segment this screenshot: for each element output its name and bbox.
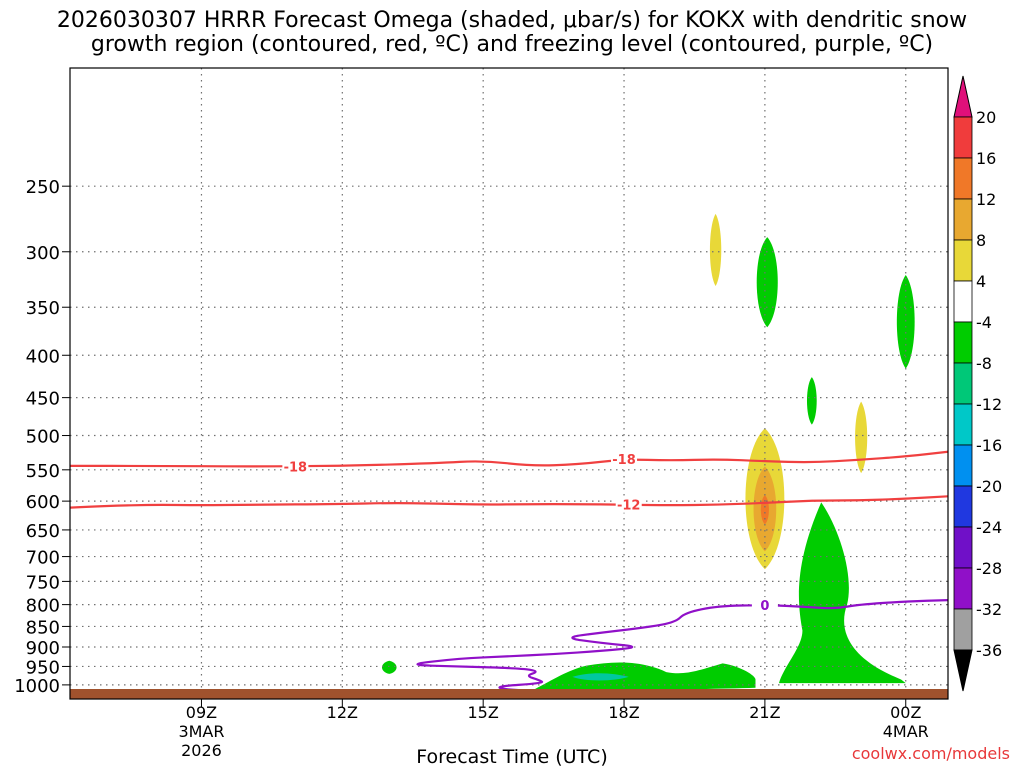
colorbar-label-3: 8 xyxy=(976,231,986,250)
contour-line--18 xyxy=(70,450,948,468)
colorbar-band-8 xyxy=(953,444,973,487)
credit-text[interactable]: coolwx.com/models xyxy=(851,744,1010,763)
contour-lines: -18 -18 -12 0 xyxy=(70,450,948,692)
y-tick-label-600: 600 xyxy=(26,492,60,513)
colorbar-band-9 xyxy=(953,485,973,528)
colorbar-label-0: 20 xyxy=(976,108,996,127)
x-tick-label-12Z: 12Z xyxy=(327,703,358,722)
omega-region-green-low-level xyxy=(534,662,756,690)
omega-region-teal-low-level xyxy=(572,673,629,681)
x-axis-title: Forecast Time (UTC) xyxy=(416,746,608,768)
colorbar-legend: 20 16 12 8 4 -4 -8 -12 -16 -20 -24 -28 -32 -36 xyxy=(953,75,1002,692)
colorbar-label-2: 12 xyxy=(976,190,996,209)
contour-label-bg--18-1 xyxy=(611,451,638,468)
colorbar-label-6: -8 xyxy=(976,354,992,373)
colorbar-band-12 xyxy=(953,608,973,651)
y-tick-label-900: 900 xyxy=(26,638,60,659)
omega-region-green-3 xyxy=(806,377,817,425)
y-tick-label-500: 500 xyxy=(26,427,60,448)
chart-title-line1: 2026030307 HRRR Forecast Omega (shaded, … xyxy=(56,8,968,33)
colorbar-label-5: -4 xyxy=(976,313,992,332)
y-tick-label-750: 750 xyxy=(26,572,60,593)
plot-frame xyxy=(69,67,949,700)
y-tick-label-350: 350 xyxy=(26,298,60,319)
colorbar-band-3 xyxy=(953,239,973,282)
omega-region-green-1 xyxy=(756,237,778,328)
contour-label--12-0: -12 xyxy=(617,499,641,514)
omega-shading xyxy=(381,213,915,690)
y-tick-label-850: 850 xyxy=(26,617,60,638)
ground-band xyxy=(70,689,948,699)
y-tick-label-700: 700 xyxy=(26,548,60,569)
x-tick-sublabel-3MAR: 3MAR xyxy=(178,722,224,741)
y-tick-label-400: 400 xyxy=(26,346,60,367)
omega-region-yellow-4 xyxy=(855,401,868,474)
y-axis-pressure-labels: 2503003504004505005506006507007508008509… xyxy=(14,177,70,697)
x-tick-label-15Z: 15Z xyxy=(468,703,499,722)
omega-region-green-2 xyxy=(896,274,915,369)
contour-label--18-1: -18 xyxy=(612,453,636,468)
y-tick-label-300: 300 xyxy=(26,243,60,264)
x-tick-label-21Z: 21Z xyxy=(749,703,780,722)
colorbar-band-1 xyxy=(953,157,973,200)
ground-surface xyxy=(70,689,948,699)
colorbar-band-5 xyxy=(953,321,973,364)
y-tick-label-650: 650 xyxy=(26,521,60,542)
x-tick-label-18Z: 18Z xyxy=(608,703,639,722)
colorbar-band-0 xyxy=(953,116,973,159)
omega-region-green-column xyxy=(778,502,906,684)
contour-label-bg-0-0 xyxy=(751,597,778,614)
colorbar-label-4: 4 xyxy=(976,272,986,291)
colorbar-label-10: -24 xyxy=(976,518,1002,537)
omega-region-yellow-0 xyxy=(709,213,722,287)
y-tick-label-950: 950 xyxy=(26,657,60,678)
colorbar-top-arrow xyxy=(953,75,973,118)
colorbar-label-8: -16 xyxy=(976,436,1002,455)
y-tick-label-450: 450 xyxy=(26,389,60,410)
y-tick-label-550: 550 xyxy=(26,461,60,482)
colorbar-band-4 xyxy=(953,280,973,323)
colorbar-label-11: -28 xyxy=(976,559,1002,578)
colorbar-band-7 xyxy=(953,403,973,446)
x-tick-label-00Z: 00Z xyxy=(890,703,921,722)
contour-label-0-0: 0 xyxy=(760,599,769,614)
colorbar-band-11 xyxy=(953,567,973,610)
contour-label-bg--12-0 xyxy=(615,496,642,513)
colorbar-band-6 xyxy=(953,362,973,405)
contour-label-bg--18-0 xyxy=(282,458,309,475)
contour-label--18-0: -18 xyxy=(284,461,308,476)
x-tick-label-09Z: 09Z xyxy=(186,703,217,722)
colorbar-label-9: -20 xyxy=(976,477,1002,496)
colorbar-bottom-arrow xyxy=(953,649,973,692)
colorbar-label-13: -36 xyxy=(976,641,1002,660)
y-tick-label-250: 250 xyxy=(26,177,60,198)
contour-line-0 xyxy=(416,598,948,692)
chart-title-line2: growth region (contoured, red, ºC) and f… xyxy=(90,32,934,57)
y-tick-label-1000: 1000 xyxy=(14,676,60,697)
colorbar-label-7: -12 xyxy=(976,395,1002,414)
colorbar-label-12: -32 xyxy=(976,600,1002,619)
omega-region-green-8 xyxy=(381,660,397,674)
colorbar-band-10 xyxy=(953,526,973,569)
colorbar-label-1: 16 xyxy=(976,149,996,168)
y-tick-label-800: 800 xyxy=(26,596,60,617)
contour-line--12 xyxy=(70,495,948,509)
x-tick-sublabel-4MAR: 4MAR xyxy=(883,722,929,741)
colorbar-band-2 xyxy=(953,198,973,241)
x-tick-sublabel-2026: 2026 xyxy=(181,741,222,760)
